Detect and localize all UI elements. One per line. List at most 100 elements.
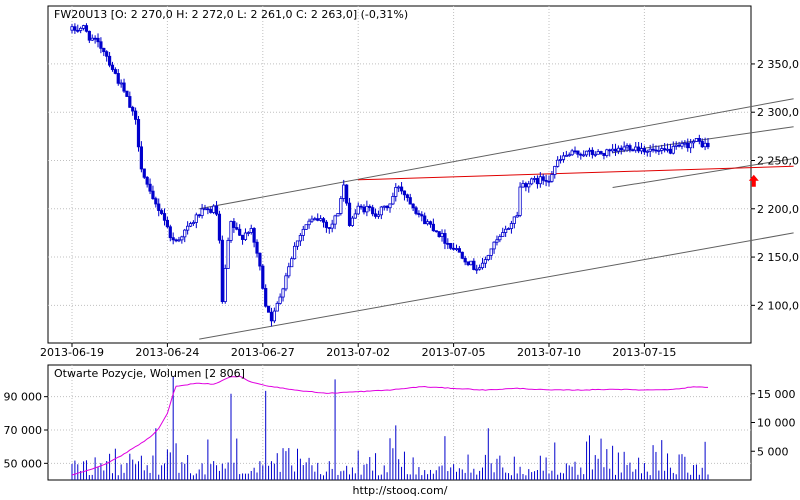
candle-body (353, 213, 357, 219)
volume-bars (71, 376, 709, 480)
candle-body (281, 288, 285, 298)
volume-plot-area (47, 364, 752, 481)
candle-body (582, 154, 586, 157)
candle-body (350, 217, 355, 226)
trendline (612, 158, 794, 189)
candle-body (165, 219, 169, 228)
price-chart-title: FW20U13 [O: 2 270,0 H: 2 272,0 L: 2 261,… (54, 8, 408, 21)
candle-body (668, 148, 673, 154)
candle-body (128, 96, 132, 108)
candle-body (397, 186, 401, 189)
candle-body (336, 213, 340, 217)
candle-body (625, 145, 629, 148)
candle-body (327, 227, 331, 229)
candle-body (532, 178, 537, 180)
candle-body (454, 248, 459, 250)
candle-body (518, 186, 522, 216)
candle-body (469, 260, 473, 266)
candle-body (96, 37, 100, 43)
candle-body (105, 51, 109, 57)
candle-body (136, 119, 141, 148)
price-trendlines (199, 98, 794, 340)
candle-body (73, 26, 77, 31)
candle-body (414, 207, 418, 214)
volume-y-tick-label: 15 000 (757, 388, 796, 401)
candle-body (339, 198, 343, 214)
candle-body (385, 205, 389, 209)
candle-body (660, 148, 664, 151)
candle-body (645, 150, 649, 153)
price-y-tick-label: 2 300,0 (757, 106, 799, 119)
candle-body (460, 251, 464, 259)
candle-body (87, 30, 91, 41)
candle-body (272, 310, 276, 322)
candle-body (590, 149, 594, 155)
candle-body (139, 146, 143, 170)
candle-body (131, 106, 135, 112)
candle-body (509, 223, 514, 229)
candle-body (304, 224, 308, 230)
candle-body (119, 82, 123, 85)
candle-body (116, 73, 120, 84)
date-x-tick-label: 2013-07-05 (422, 346, 486, 359)
date-x-tick-label: 2013-06-24 (135, 346, 199, 359)
trendline (358, 165, 794, 181)
candle-body (622, 146, 626, 151)
candle-body (593, 153, 597, 156)
candle-body (171, 237, 175, 241)
candle-body (107, 55, 112, 66)
candle-body (489, 248, 493, 256)
candle-body (611, 148, 615, 152)
candle-body (287, 266, 291, 277)
candle-body (324, 221, 329, 228)
candle-body (561, 155, 566, 160)
candle-body (261, 265, 265, 289)
candle-body (480, 262, 485, 269)
open-interest-axis: 90 000 70 000 50 000 (4, 391, 48, 470)
candle-body (142, 168, 146, 178)
candle-body (495, 239, 499, 243)
candle-body (423, 215, 427, 225)
candle-body (264, 287, 268, 307)
candle-body (648, 148, 652, 152)
candle-body (220, 239, 224, 303)
candle-body (521, 183, 525, 188)
candle-body (596, 151, 600, 155)
candle-body (183, 229, 187, 238)
candle-body (145, 176, 149, 185)
open-interest-line-path (71, 375, 708, 476)
candle-body (420, 214, 424, 217)
candle-body (345, 184, 349, 204)
candle-body (122, 82, 126, 92)
candle-body (544, 179, 548, 182)
candle-body (425, 221, 430, 225)
candle-body (437, 231, 441, 238)
candle-body (504, 228, 508, 233)
candle-body (515, 215, 519, 218)
candle-body (434, 230, 438, 233)
volume-y-tick-label: 5 000 (757, 445, 789, 458)
candle-body (665, 148, 670, 151)
volume-chart-title: Otwarte Pozycje, Wolumen [2 806] (54, 367, 245, 380)
candle-body (417, 213, 421, 215)
candle-body (671, 145, 675, 154)
candle-body (587, 149, 592, 152)
date-x-axis: 2013-06-19 2013-06-24 2013-06-27 2013-07-02… (40, 343, 676, 359)
candle-body (295, 240, 300, 247)
trendline (199, 232, 794, 340)
candle-body (547, 180, 551, 183)
candle-body (399, 186, 404, 192)
candle-body (619, 147, 623, 151)
candle-body (191, 222, 196, 224)
candle-body (651, 148, 655, 151)
candle-body (402, 190, 407, 196)
candle-body (706, 142, 710, 148)
source-link[interactable]: http://stooq.com/ (352, 484, 448, 497)
candle-body (440, 233, 444, 238)
candle-body (657, 150, 661, 152)
candle-body (677, 144, 681, 147)
candle-body (240, 234, 245, 240)
candle-body (613, 148, 618, 152)
candle-body (506, 228, 511, 230)
candle-body (535, 178, 540, 185)
